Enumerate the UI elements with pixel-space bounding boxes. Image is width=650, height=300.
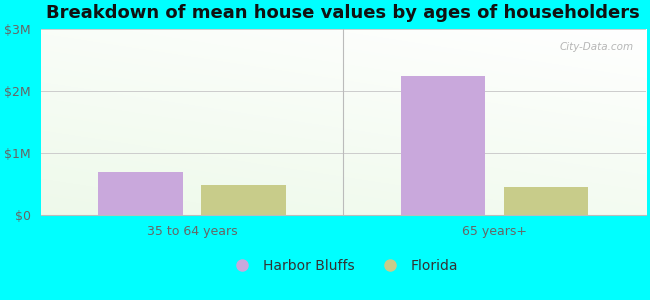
Text: City-Data.com: City-Data.com — [560, 42, 634, 52]
Legend: Harbor Bluffs, Florida: Harbor Bluffs, Florida — [223, 254, 463, 279]
Bar — [201, 185, 285, 215]
Bar — [504, 187, 588, 215]
Title: Breakdown of mean house values by ages of householders: Breakdown of mean house values by ages o… — [46, 4, 640, 22]
Bar — [400, 76, 486, 215]
Bar — [98, 172, 183, 215]
